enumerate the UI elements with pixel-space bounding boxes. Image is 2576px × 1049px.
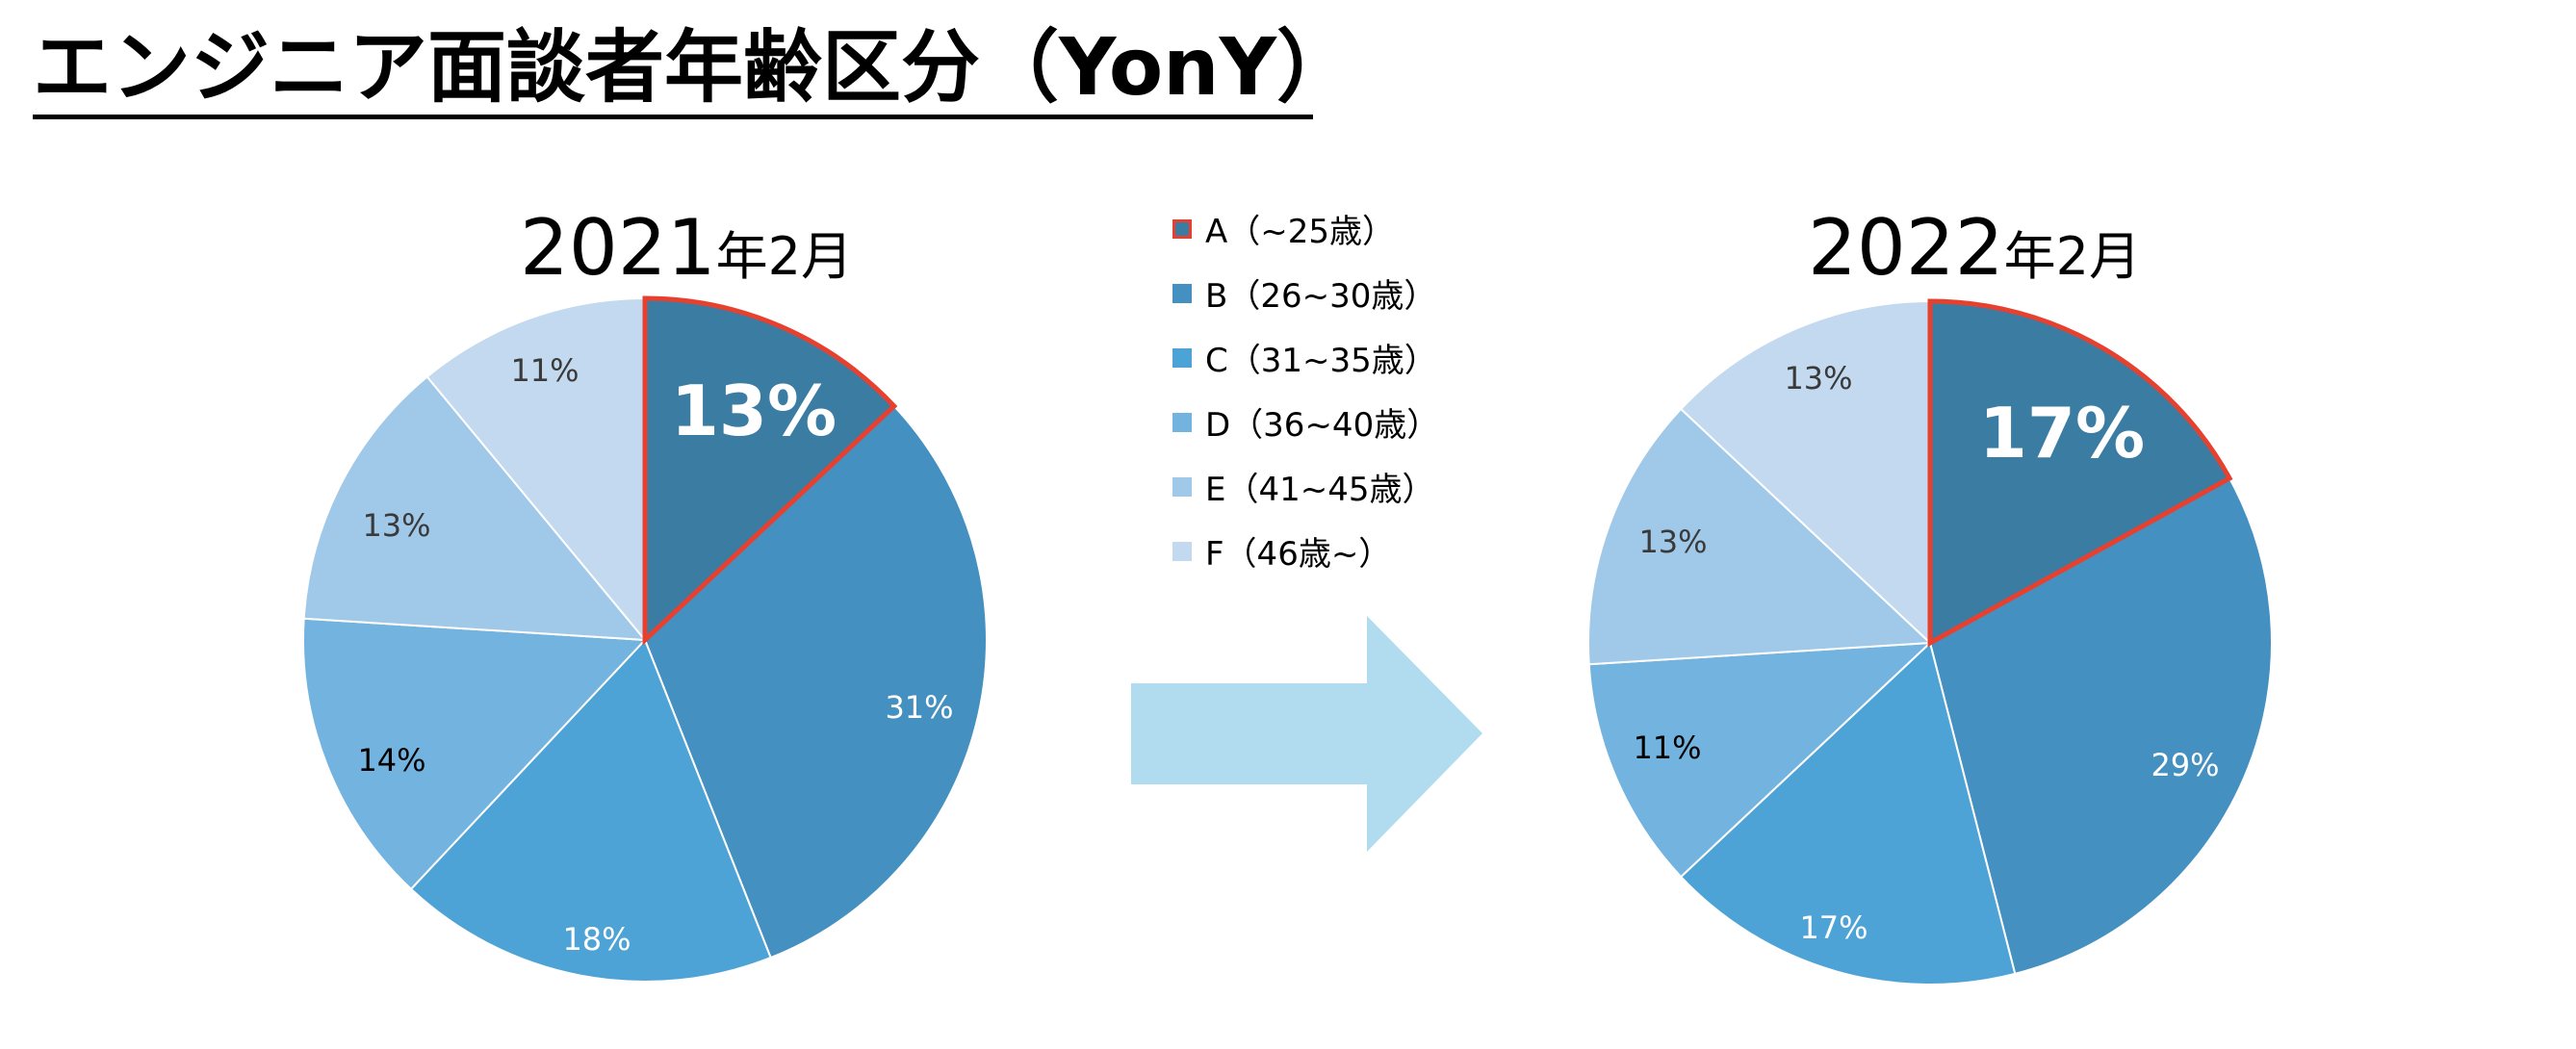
chart-title-unit: 年2月 <box>2003 226 2141 287</box>
chart-title-year: 2021 <box>520 203 716 293</box>
data-label-c: 17% <box>1799 909 1868 946</box>
data-label-e: 13% <box>362 507 430 544</box>
chart-title-unit: 年2月 <box>715 226 853 287</box>
chart-title-year: 2022 <box>1808 203 2004 293</box>
chart-title-2022: 2022年2月 <box>1808 210 2141 287</box>
pie-slice-f <box>1679 299 1931 646</box>
data-label-b: 31% <box>885 689 953 726</box>
page-title: エンジニア面談者年齢区分（YonY） <box>33 22 1355 114</box>
pie-slice-e <box>1587 407 1933 666</box>
data-label-f: 13% <box>1784 360 1852 397</box>
data-label-b: 29% <box>2151 747 2219 783</box>
pie-slice-c <box>1679 641 2017 985</box>
legend-label: B（26~30歳） <box>1205 277 1437 316</box>
pie-chart-2021: 13% 31% 18% 14% 13% 11% <box>302 295 988 983</box>
legend-item: E（41~45歳） <box>1172 454 1439 519</box>
legend-label: A（~25歳） <box>1205 213 1396 251</box>
right-arrow-icon <box>1131 616 1482 852</box>
highlighted-slice-outline <box>642 295 898 646</box>
legend: A（~25歳） B（26~30歳） C（31~35歳） D（36~40歳） E（… <box>1172 196 1439 583</box>
legend-swatch <box>1172 283 1192 303</box>
legend-label: F（46歳~） <box>1205 535 1392 574</box>
pie-slice-e <box>302 375 648 642</box>
pie-slice-c <box>409 638 772 983</box>
data-label-a: 13% <box>671 371 837 451</box>
pie-slice-b <box>643 404 988 959</box>
legend-item: F（46歳~） <box>1172 519 1439 583</box>
legend-item: C（31~35歳） <box>1172 325 1439 390</box>
data-label-a: 17% <box>1979 393 2145 473</box>
pie-slice-f <box>425 296 646 643</box>
legend-item: A（~25歳） <box>1172 196 1439 261</box>
pie-slice-d <box>1587 641 1933 879</box>
data-label-d: 11% <box>1633 729 1701 766</box>
legend-label: E（41~45歳） <box>1205 471 1435 509</box>
pie-slice-d <box>302 617 648 891</box>
legend-item: B（26~30歳） <box>1172 261 1439 325</box>
legend-label: D（36~40歳） <box>1205 406 1440 445</box>
highlighted-slice-outline <box>1927 298 2233 648</box>
legend-swatch <box>1172 412 1192 432</box>
legend-item: D（36~40歳） <box>1172 390 1439 454</box>
legend-swatch <box>1172 541 1192 561</box>
pie-slice-b <box>1928 476 2273 976</box>
data-label-d: 14% <box>357 742 425 779</box>
title-underline <box>33 115 1313 119</box>
chart-title-2021: 2021年2月 <box>520 210 853 287</box>
legend-swatch <box>1172 347 1192 368</box>
legend-label: C（31~35歳） <box>1205 342 1437 380</box>
legend-swatch <box>1172 218 1192 239</box>
data-label-e: 13% <box>1638 524 1707 560</box>
legend-swatch <box>1172 476 1192 497</box>
data-label-c: 18% <box>562 921 631 958</box>
data-label-f: 11% <box>510 352 579 389</box>
